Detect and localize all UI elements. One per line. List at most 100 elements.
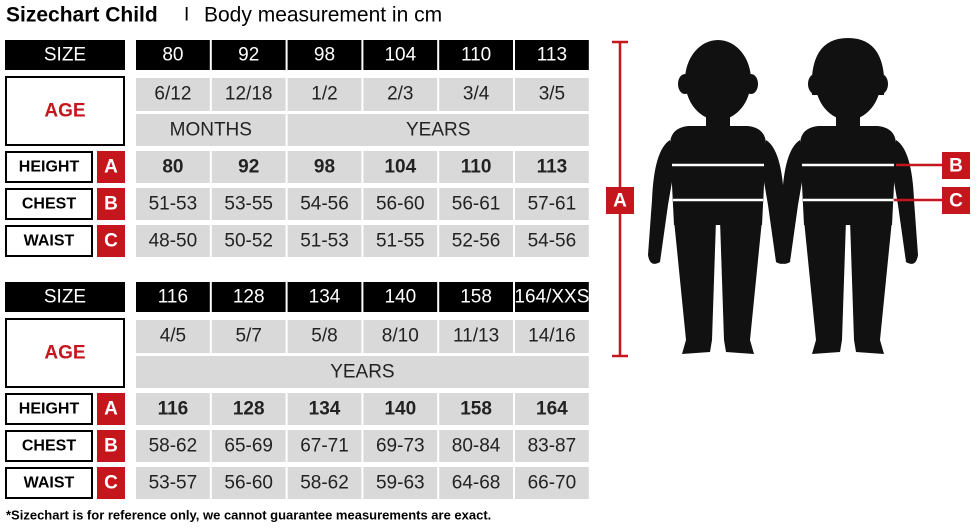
age-label: AGE: [44, 343, 85, 364]
age-value: 12/18: [225, 84, 273, 105]
ear: [874, 74, 888, 94]
value-cell: [136, 225, 210, 257]
size-cell: [515, 40, 589, 70]
value: 83-87: [528, 436, 577, 457]
size-cell: [515, 282, 589, 312]
size-label-cell: [5, 282, 125, 312]
unit-cell: [287, 114, 589, 146]
value: 92: [238, 157, 259, 178]
ear: [744, 74, 758, 94]
size-value: 98: [314, 45, 335, 66]
value-cell: [363, 393, 438, 425]
value: 104: [384, 157, 416, 178]
value: 128: [233, 399, 265, 420]
size-value: 140: [384, 287, 416, 308]
unit-label: YEARS: [330, 362, 394, 383]
unit-label: YEARS: [406, 120, 470, 141]
age-cell: [515, 78, 589, 111]
torso: [670, 126, 766, 225]
value: 53-57: [149, 473, 198, 494]
size-cell: [439, 282, 513, 312]
value: 51-53: [300, 231, 349, 252]
row-badge: [97, 430, 125, 462]
row-label: CHEST: [22, 196, 76, 213]
value: 53-55: [224, 194, 273, 215]
row-label-cell: [5, 393, 93, 425]
value: 56-61: [452, 194, 501, 215]
torso: [800, 126, 896, 225]
size-value: 104: [384, 45, 416, 66]
value-cell: [211, 225, 286, 257]
age-cell: [439, 78, 513, 111]
value-cell: [211, 393, 286, 425]
size-value: 116: [158, 287, 188, 308]
row-badge: [97, 467, 125, 499]
size-label: SIZE: [44, 287, 86, 308]
age-value: 3/4: [463, 84, 490, 105]
age-cell: [363, 320, 438, 353]
value-cell: [136, 188, 210, 220]
value: 57-61: [528, 194, 577, 215]
row-badge-letter: A: [104, 399, 118, 420]
value-cell: [363, 151, 438, 183]
value: 80-84: [452, 436, 501, 457]
value: 54-56: [300, 194, 349, 215]
size-value: 134: [309, 287, 341, 308]
value: 58-62: [149, 436, 198, 457]
age-cell: [211, 78, 286, 111]
size-cell: [136, 282, 210, 312]
value-cell: [287, 151, 362, 183]
row-badge-letter: C: [104, 473, 118, 494]
row-badge: [97, 188, 125, 220]
size-cell: [363, 40, 438, 70]
size-cell: [287, 40, 362, 70]
value-cell: [287, 467, 362, 499]
value: 134: [309, 399, 341, 420]
value: 65-69: [224, 436, 273, 457]
age-cell: [136, 320, 210, 353]
value: 67-71: [300, 436, 349, 457]
figure-badge: [942, 152, 970, 179]
age-label-cell: [5, 76, 125, 146]
value-cell: [515, 430, 589, 462]
age-value: 3/5: [539, 84, 565, 105]
row-label-cell: [5, 225, 93, 257]
value-cell: [211, 151, 286, 183]
value: 48-50: [149, 231, 198, 252]
value: 164: [536, 399, 568, 420]
row-badge-letter: B: [104, 436, 118, 457]
value-cell: [515, 225, 589, 257]
value-cell: [439, 393, 513, 425]
age-value: 1/2: [311, 84, 337, 105]
row-badge: [97, 393, 125, 425]
size-cell: [439, 40, 513, 70]
row-label: HEIGHT: [19, 159, 80, 176]
value-cell: [439, 151, 513, 183]
value-cell: [287, 188, 362, 220]
size-label-cell: [5, 40, 125, 70]
value: 66-70: [528, 473, 577, 494]
value-cell: [439, 188, 513, 220]
value: 80: [162, 157, 183, 178]
row-label: WAIST: [24, 475, 75, 492]
age-value: 2/3: [387, 84, 413, 105]
row-label-cell: [5, 151, 93, 183]
unit-cell: [136, 356, 589, 388]
row-badge: [97, 151, 125, 183]
age-value: 11/13: [453, 326, 499, 347]
value-cell: [515, 467, 589, 499]
value: 50-52: [224, 231, 273, 252]
age-value: 5/7: [235, 326, 261, 347]
size-value: 80: [162, 45, 183, 66]
value-cell: [287, 430, 362, 462]
age-value: 14/16: [528, 326, 576, 347]
age-cell: [515, 320, 589, 353]
row-badge: [97, 225, 125, 257]
size-value: 110: [461, 45, 491, 66]
row-badge-letter: C: [104, 231, 118, 252]
ear: [678, 74, 692, 94]
value: 140: [384, 399, 416, 420]
title: Sizechart Child: [6, 4, 158, 27]
value: 110: [461, 157, 492, 178]
value-cell: [136, 151, 210, 183]
